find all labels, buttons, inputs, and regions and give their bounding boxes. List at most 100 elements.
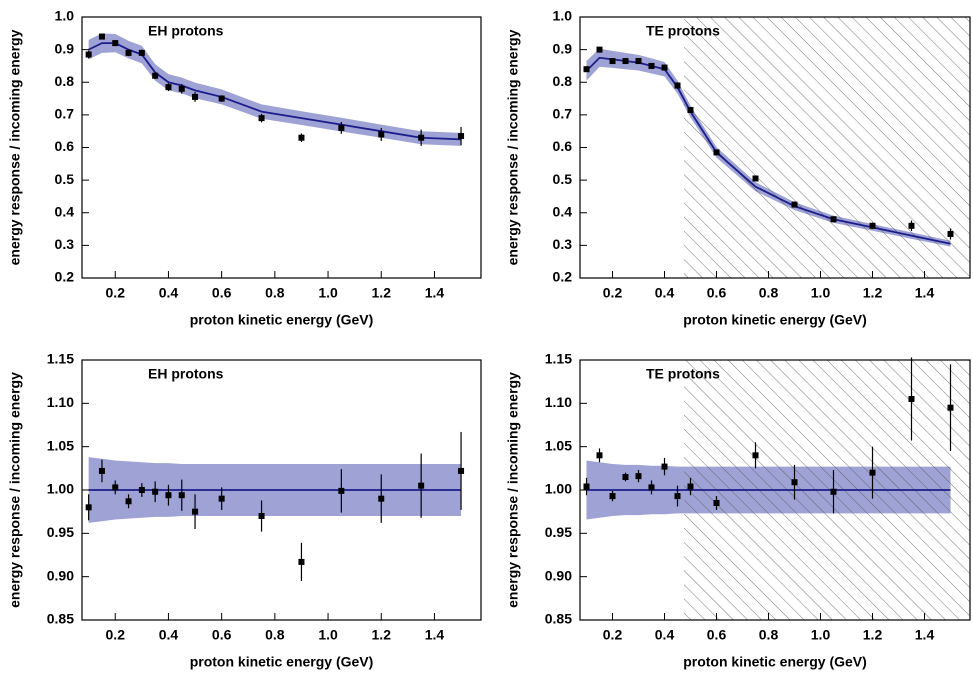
data-point <box>178 492 185 499</box>
data-point <box>112 484 119 491</box>
data-point <box>622 474 629 480</box>
data-point <box>674 493 681 500</box>
y-tick-label: 0.2 <box>553 269 573 285</box>
data-point <box>138 49 145 56</box>
data-point <box>609 493 616 500</box>
data-point <box>713 500 720 506</box>
panel-title: EH protons <box>148 23 224 39</box>
model-line <box>585 56 951 245</box>
data-point <box>418 482 425 489</box>
data-point <box>869 469 876 476</box>
x-axis-label: proton kinetic energy (GeV) <box>190 654 374 670</box>
y-tick-label: 1.00 <box>47 481 74 497</box>
panel-title: TE protons <box>646 366 720 382</box>
data-point <box>192 93 199 100</box>
data-point <box>125 49 132 56</box>
y-axis-label: energy response / incoming energy <box>505 29 521 265</box>
data-point <box>218 495 225 502</box>
x-tick-label: 1.4 <box>425 627 445 643</box>
y-tick-label: 0.7 <box>55 106 75 122</box>
y-tick-label: 1.00 <box>545 481 572 497</box>
data-point <box>869 222 876 229</box>
x-tick-label: 1.0 <box>318 285 338 301</box>
y-tick-label: 0.6 <box>55 138 75 154</box>
x-tick-label: 0.6 <box>707 285 727 301</box>
x-tick-label: 0.6 <box>707 627 727 643</box>
data-point <box>583 66 590 73</box>
y-tick-label: 0.7 <box>553 106 573 122</box>
data-point <box>583 483 590 490</box>
panel: 0.2 0.3 0.4 0.5 0.6 0.7 0.8 0.9 1.0 0.2 0.4 0.6 0.8 1… <box>7 8 482 328</box>
data-point <box>687 483 694 490</box>
y-tick-label: 0.6 <box>553 138 573 154</box>
model-band <box>586 48 951 247</box>
y-tick-label: 0.95 <box>545 524 572 540</box>
data-point <box>648 484 655 491</box>
y-tick-label: 0.5 <box>55 171 75 187</box>
panel-title: EH protons <box>148 366 224 382</box>
y-tick-label: 0.8 <box>55 73 75 89</box>
y-axis-label: energy response / incoming energy <box>7 372 23 608</box>
panel-title: TE protons <box>646 23 720 39</box>
data-point <box>378 131 385 138</box>
x-tick-label: 0.4 <box>655 627 675 643</box>
panel: 0.2 0.3 0.4 0.5 0.6 0.7 0.8 0.9 1.0 0.2 0.4 0.6 0.8 1… <box>505 8 971 328</box>
x-tick-label: 0.8 <box>265 285 285 301</box>
y-tick-label: 1.0 <box>553 8 573 24</box>
data-point <box>338 124 345 131</box>
x-tick-label: 1.2 <box>372 627 392 643</box>
x-tick-label: 1.2 <box>372 285 392 301</box>
x-tick-label: 0.4 <box>159 627 179 643</box>
data-point <box>125 498 132 505</box>
x-tick-label: 0.6 <box>212 627 232 643</box>
x-tick-label: 0.2 <box>106 627 126 643</box>
data-point <box>596 46 603 53</box>
x-tick-label: 1.4 <box>425 285 445 301</box>
x-tick-label: 1.2 <box>863 627 883 643</box>
data-point <box>752 452 759 459</box>
y-tick-label: 0.9 <box>55 40 75 56</box>
model-band <box>88 33 462 146</box>
data-point <box>635 473 642 480</box>
y-tick-label: 1.0 <box>55 8 75 24</box>
x-axis-label: proton kinetic energy (GeV) <box>190 312 374 328</box>
x-tick-label: 0.2 <box>603 285 623 301</box>
data-point <box>338 487 345 494</box>
x-tick-label: 0.8 <box>759 627 779 643</box>
y-tick-label: 1.10 <box>545 394 572 410</box>
data-point <box>298 558 305 565</box>
y-axis-label: energy response / incoming energy <box>7 29 23 265</box>
data-point <box>661 463 668 470</box>
data-point <box>298 134 305 141</box>
y-tick-label: 1.05 <box>545 437 572 453</box>
x-tick-label: 1.4 <box>915 627 935 643</box>
data-point <box>752 175 759 182</box>
panel: 0.85 0.90 0.95 1.00 1.05 1.10 1.15 0.2 0.4 0.6 0.8… <box>7 351 482 670</box>
data-point <box>192 508 199 515</box>
data-point <box>648 62 655 69</box>
y-tick-label: 0.5 <box>553 171 573 187</box>
y-tick-label: 0.3 <box>55 236 75 252</box>
data-point <box>830 488 837 495</box>
data-point <box>947 404 954 411</box>
x-tick-label: 0.8 <box>265 627 285 643</box>
data-point <box>687 106 694 113</box>
x-tick-label: 0.4 <box>655 285 675 301</box>
data-point <box>138 487 145 493</box>
data-point <box>908 222 915 229</box>
data-point <box>85 51 92 58</box>
x-tick-label: 1.0 <box>811 285 831 301</box>
x-axis-label: proton kinetic energy (GeV) <box>683 654 867 670</box>
data-point <box>258 513 265 519</box>
data-point <box>258 115 265 122</box>
data-point <box>218 95 225 102</box>
y-tick-label: 0.85 <box>47 611 74 627</box>
data-point <box>947 230 954 237</box>
y-tick-label: 1.15 <box>47 351 74 367</box>
data-point <box>98 33 105 40</box>
data-point <box>458 467 465 474</box>
y-tick-label: 0.90 <box>47 567 74 583</box>
data-point <box>791 479 798 486</box>
